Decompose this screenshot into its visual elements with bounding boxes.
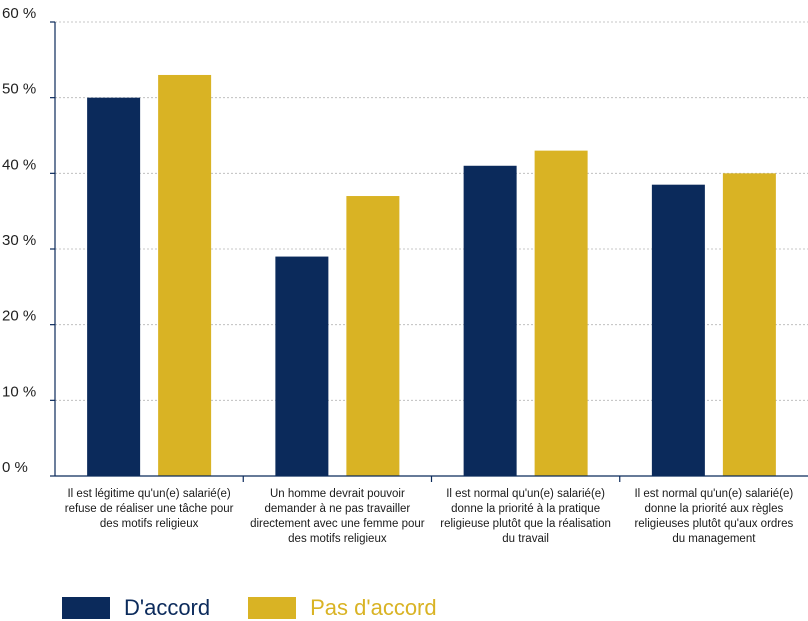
category-label-line: refuse de réaliser une tâche pour xyxy=(64,503,234,515)
category-label-line: donne la priorité aux règles xyxy=(644,503,784,515)
category-label: Il est normal qu'un(e) salarié(e) donne l… xyxy=(431,487,621,547)
category-label-line: Un homme devrait pouvoir xyxy=(269,488,405,500)
category-label-line: donne la priorité à la pratique xyxy=(451,503,601,515)
axes xyxy=(50,21,808,482)
bars xyxy=(87,74,776,477)
category-label: Un homme devrait pouvoir demander à ne pa… xyxy=(242,487,432,547)
legend-swatch-pas-d-accord xyxy=(248,597,297,619)
legend-swatch-d-accord xyxy=(62,597,110,619)
category-label-line: Il est normal qu'un(e) salarié(e) xyxy=(634,488,794,500)
category-label-line: directement avec une femme pour xyxy=(250,518,425,530)
legend: D'accord Pas d'accord xyxy=(62,595,475,621)
category-label-line: des motifs religieux xyxy=(288,533,387,545)
bar-pas-d-accord xyxy=(346,196,400,477)
legend-item-d-accord: D'accord xyxy=(62,595,210,621)
bar-d-accord xyxy=(87,97,141,477)
bar-d-accord xyxy=(275,256,329,476)
bar-d-accord xyxy=(463,165,517,476)
legend-item-pas-d-accord: Pas d'accord xyxy=(248,595,437,621)
category-label-line: Il est légitime qu'un(e) salarié(e) xyxy=(67,488,231,500)
y-tick-label: 40 % xyxy=(2,156,36,173)
bar-chart: 0 % 10 % 20 % 30 % 40 % 50 % 60 % xyxy=(2,5,808,482)
y-tick-label: 0 % xyxy=(2,459,28,476)
bar-pas-d-accord xyxy=(534,150,588,476)
bar-pas-d-accord xyxy=(158,74,212,476)
category-label-line: du management xyxy=(672,533,756,545)
y-tick-label: 10 % xyxy=(2,383,36,400)
y-tick-label: 60 % xyxy=(2,5,36,22)
category-label-line: religieuse plutôt que la réalisation xyxy=(440,518,611,530)
category-label: Il est légitime qu'un(e) salarié(e) refus… xyxy=(54,487,244,532)
y-tick-label: 30 % xyxy=(2,232,36,249)
bar-d-accord xyxy=(651,184,705,476)
category-label-line: religieuses plutôt qu'aux ordres xyxy=(634,518,794,530)
y-tick-label: 20 % xyxy=(2,308,36,325)
category-label-line: demander à ne pas travailler xyxy=(264,503,411,515)
category-label-line: du travail xyxy=(502,533,549,545)
legend-label-d-accord: D'accord xyxy=(124,595,211,620)
y-tick-labels: 0 % 10 % 20 % 30 % 40 % 50 % 60 % xyxy=(2,5,36,476)
category-label-line: Il est normal qu'un(e) salarié(e) xyxy=(446,488,606,500)
legend-label-pas-d-accord: Pas d'accord xyxy=(310,595,437,620)
y-tick-label: 50 % xyxy=(2,81,36,98)
category-label-line: des motifs religieux xyxy=(99,518,199,530)
bar-pas-d-accord xyxy=(722,173,776,477)
category-label: Il est normal qu'un(e) salarié(e) donne l… xyxy=(619,487,808,547)
